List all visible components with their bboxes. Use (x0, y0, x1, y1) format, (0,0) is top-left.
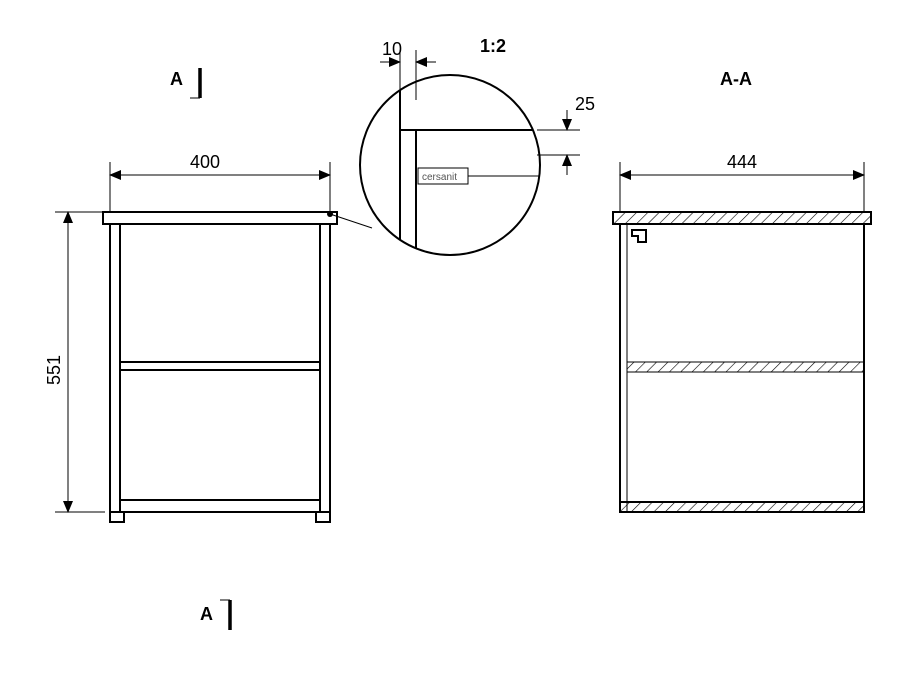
dim-detail-vertical: 25 (537, 94, 595, 175)
section-bracket (632, 230, 646, 242)
detail-scale-label: 1:2 (480, 36, 506, 56)
dim-detail-vertical-value: 25 (575, 94, 595, 114)
detail-view: 1:2 10 25 cersanit (327, 36, 595, 255)
section-bottom (620, 502, 864, 512)
dim-front-width-value: 400 (190, 152, 220, 172)
dim-section-width-value: 444 (727, 152, 757, 172)
section-mark-top-label: A (170, 69, 183, 89)
dim-front-height-value: 551 (44, 355, 64, 385)
dim-front-width: 400 (110, 152, 330, 212)
detail-brand-text: cersanit (422, 172, 457, 183)
front-body (110, 224, 330, 512)
dim-detail-horizontal: 10 (380, 39, 436, 100)
section-label: A-A (720, 69, 752, 89)
detail-circle (360, 75, 540, 255)
front-view: 400 551 (44, 152, 337, 522)
front-foot-right (316, 512, 330, 522)
section-shelf (627, 362, 864, 372)
section-mark-bottom: A (200, 600, 230, 630)
section-view: A-A 444 (613, 69, 871, 512)
front-top-cap (103, 212, 337, 224)
dim-section-width: 444 (620, 152, 864, 212)
section-top-cap (613, 212, 871, 224)
section-mark-top: A (170, 68, 200, 98)
section-mark-bottom-label: A (200, 604, 213, 624)
dim-detail-horizontal-value: 10 (382, 39, 402, 59)
dim-front-height: 551 (44, 212, 105, 512)
front-foot-left (110, 512, 124, 522)
detail-leader-dot (327, 211, 333, 217)
